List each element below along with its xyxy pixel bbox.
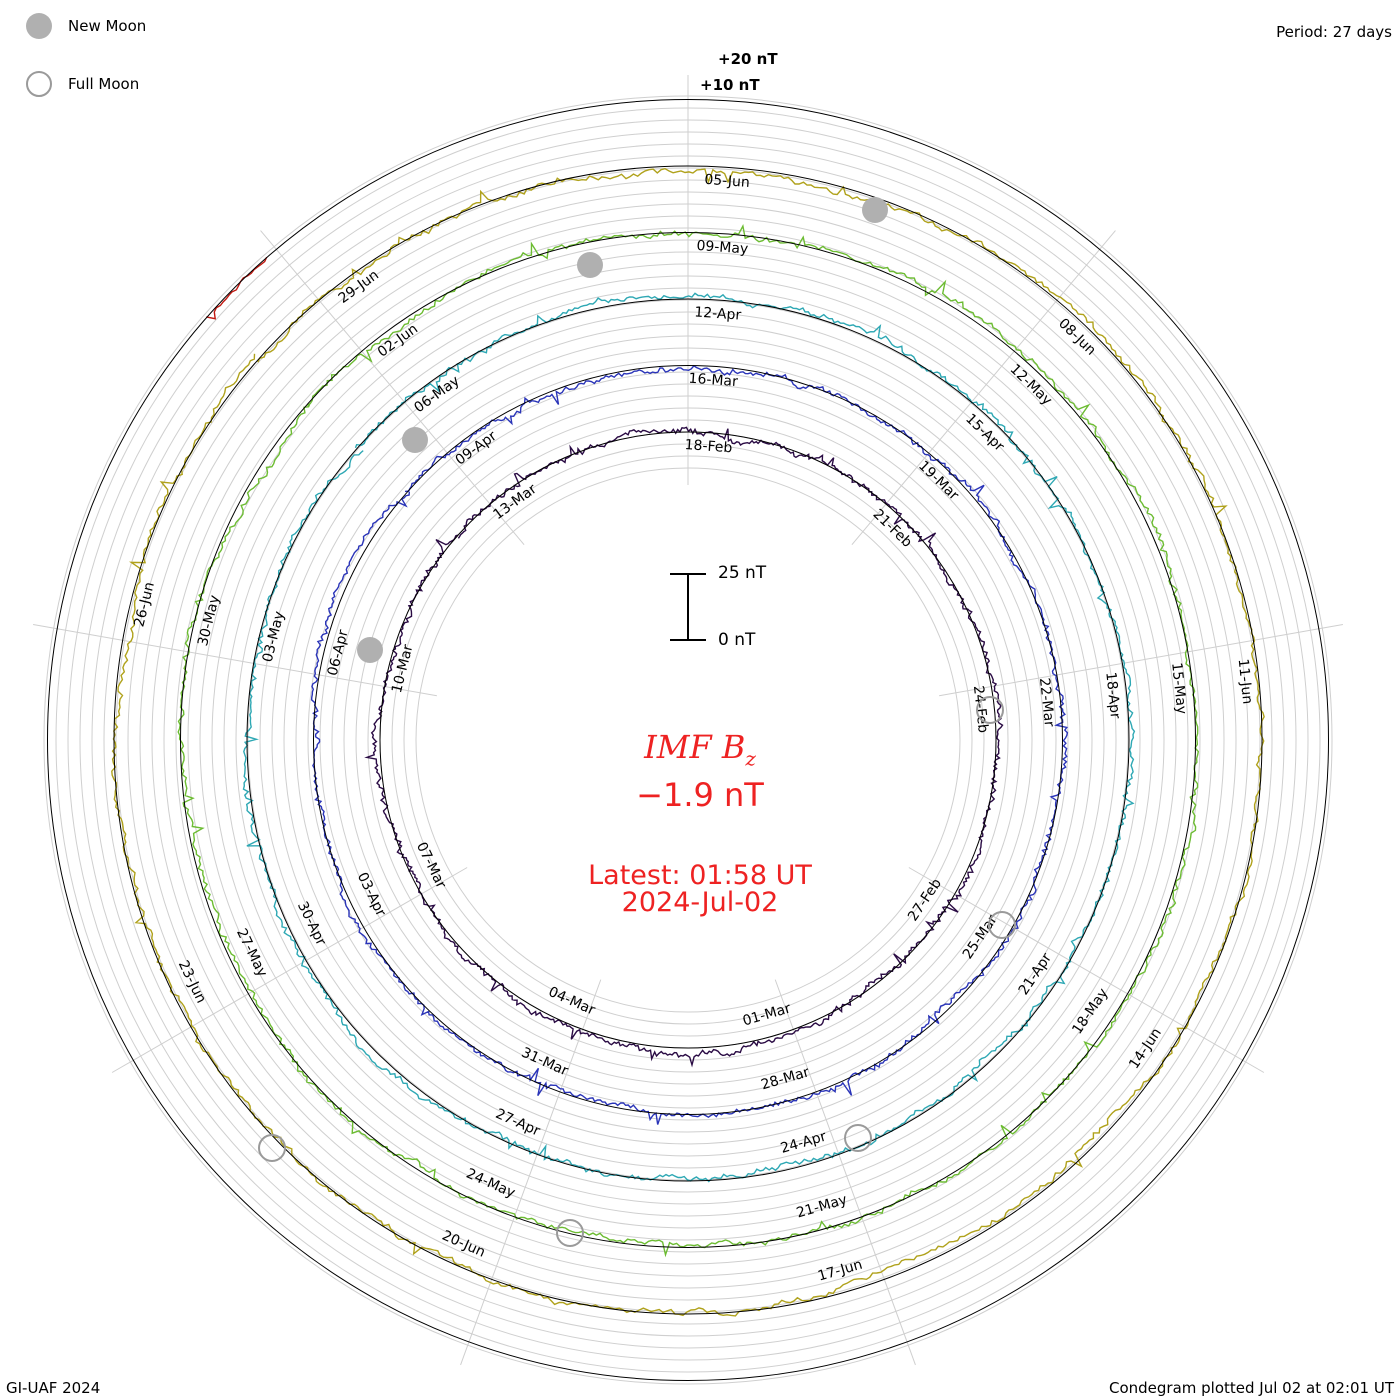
readout-latest: Latest: 01:58 UT: [588, 860, 812, 891]
date-label: 21-May: [795, 1192, 849, 1222]
zero-ring: [180, 232, 1196, 1248]
zero-ring: [246, 298, 1130, 1182]
new-moon-marker: [357, 637, 383, 663]
footer-credit: GI-UAF 2024: [6, 1379, 101, 1397]
trace-rotation-02-Jun: [111, 167, 1265, 1317]
readout-title-text: IMF B: [644, 728, 746, 766]
date-label: 03-Apr: [354, 870, 389, 919]
zero-ring: [113, 165, 1263, 1315]
date-label: 22-Mar: [1036, 677, 1057, 728]
date-label: 17-Jun: [816, 1257, 864, 1285]
zero-ring: [379, 431, 997, 1049]
date-label: 11-Jun: [1235, 658, 1256, 705]
full-moon-marker: [258, 1134, 286, 1162]
legend-new-moon-label: New Moon: [68, 17, 147, 35]
scale-bar: [670, 573, 706, 641]
date-label: 18-Feb: [684, 437, 733, 456]
day-spoke: [460, 979, 602, 1366]
moon-markers: [258, 197, 1016, 1247]
date-label: 24-May: [464, 1166, 518, 1202]
trace-rotation-15-Feb: [364, 426, 1004, 1068]
date-label: 16-Mar: [688, 371, 739, 390]
scale-top-label: 25 nT: [718, 563, 767, 583]
readout-title: IMF Bz: [450, 728, 950, 770]
date-label: 05-Jun: [704, 172, 751, 191]
new-moon-icon: [26, 13, 52, 39]
date-label: 26-Jun: [131, 581, 158, 629]
date-label: 24-Apr: [779, 1129, 829, 1157]
readout-date: 2024-Jul-02: [621, 887, 779, 918]
day-spoke: [111, 867, 468, 1073]
legend-full-moon-label: Full Moon: [68, 75, 140, 93]
day-spoke: [260, 230, 525, 545]
legend-full-moon: Full Moon: [26, 71, 139, 97]
zero-ring: [313, 365, 1063, 1115]
date-label: 19-Mar: [915, 458, 962, 504]
trace-rotation-29-Jun: [206, 256, 268, 320]
date-label: 07-Mar: [413, 840, 449, 892]
legend-new-moon: New Moon: [26, 13, 146, 39]
zero-ring: [47, 99, 1329, 1381]
full-moon-marker: [988, 911, 1016, 939]
zero-rings: [47, 99, 1329, 1381]
date-label: 02-Jun: [375, 321, 421, 361]
readout-subscript: z: [745, 746, 756, 771]
footer-plotted: Condegram plotted Jul 02 at 02:01 UT: [1108, 1379, 1394, 1397]
new-moon-marker: [862, 197, 888, 223]
day-spoke: [33, 624, 437, 697]
new-moon-marker: [577, 252, 603, 278]
day-spoke: [774, 979, 916, 1366]
readout-value: −1.9 nT: [636, 776, 764, 814]
day-spoke: [851, 230, 1116, 545]
date-label: 27-May: [233, 926, 270, 980]
date-label: 31-Mar: [519, 1045, 571, 1080]
day-spoke: [908, 867, 1265, 1073]
date-label: 23-Jun: [175, 958, 209, 1006]
full-moon-marker: [844, 1124, 872, 1152]
trace-rotation-09-Apr: [242, 292, 1136, 1183]
day-spoke: [939, 624, 1343, 697]
date-label: 18-Apr: [1102, 671, 1123, 719]
date-label: 12-May: [1007, 361, 1055, 409]
ring-label-top: +20 nT: [718, 50, 778, 68]
period-label: Period: 27 days: [1276, 23, 1392, 41]
new-moon-marker: [402, 427, 428, 453]
date-label: 12-Apr: [694, 304, 742, 323]
full-moon-icon: [26, 71, 52, 97]
date-label: 04-Mar: [546, 984, 598, 1019]
scale-bottom-label: 0 nT: [718, 630, 756, 650]
full-moon-marker: [556, 1219, 584, 1247]
ring-label-second: +10 nT: [700, 76, 760, 94]
date-label: 15-May: [1168, 662, 1189, 715]
date-label: 20-Jun: [439, 1228, 487, 1261]
day-spokes: [33, 75, 1343, 1366]
date-label: 30-Apr: [294, 899, 329, 948]
date-label: 24-Feb: [970, 685, 991, 734]
full-moon-marker: [976, 696, 1004, 724]
date-label: 09-May: [696, 238, 749, 258]
